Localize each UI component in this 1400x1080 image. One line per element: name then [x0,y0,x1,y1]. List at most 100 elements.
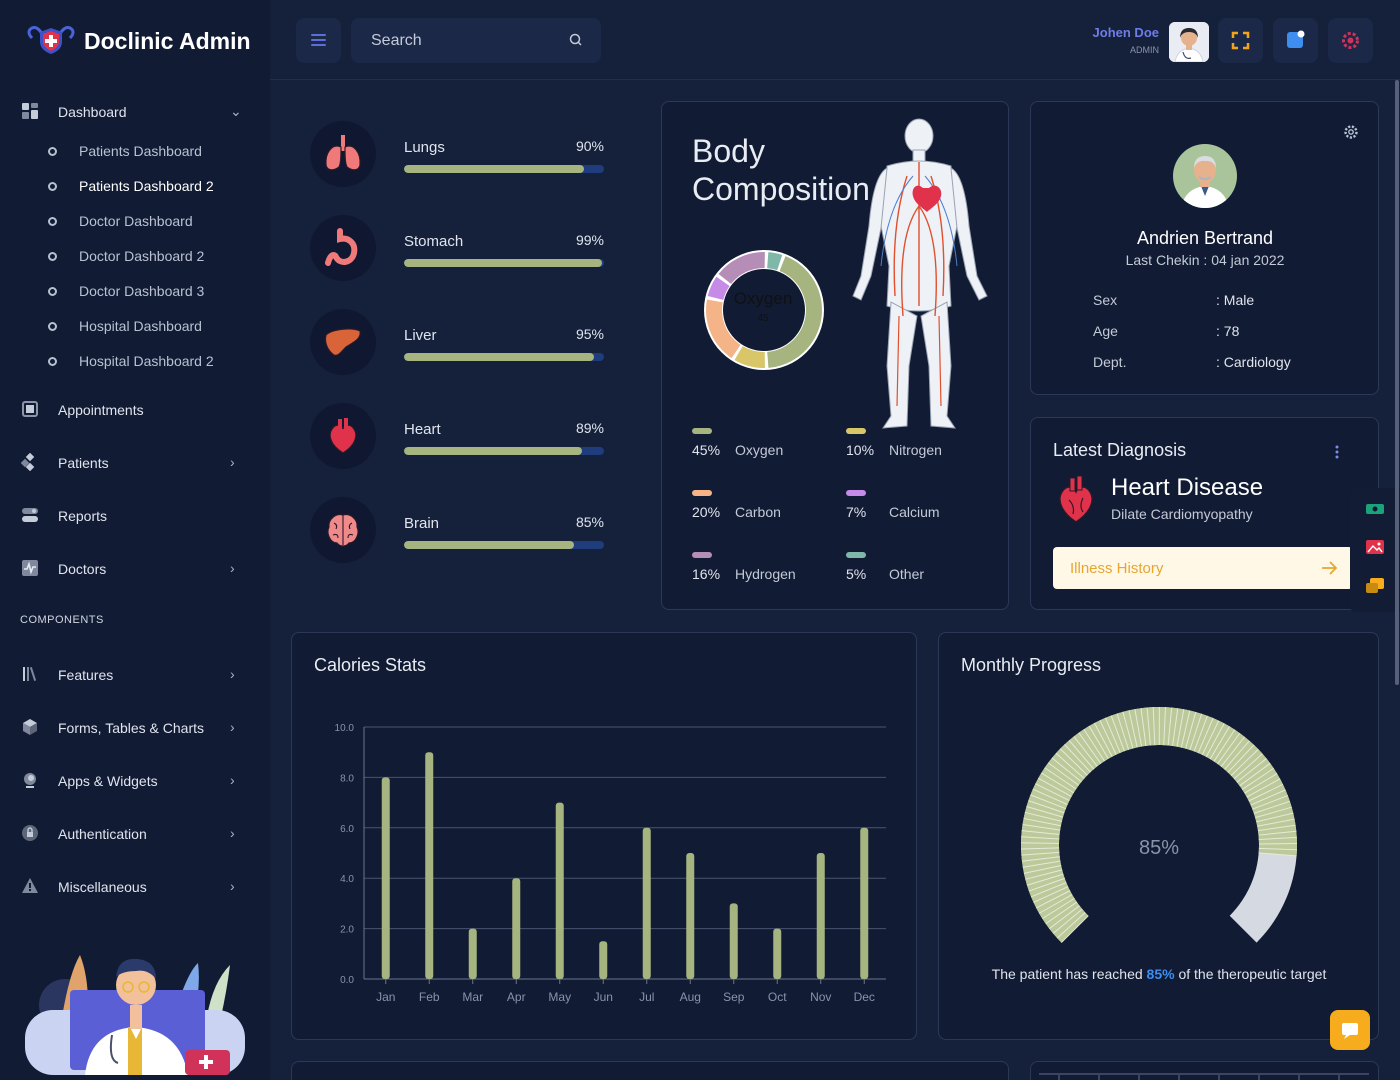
cash-icon[interactable] [1366,502,1384,516]
illness-history-label: Illness History [1070,560,1164,577]
chat-button[interactable] [1330,1010,1370,1050]
patients-icon [21,453,35,471]
chevron-down-icon: ⌄ [230,103,242,119]
sidebar-subitem-hospital-dashboard[interactable]: Hospital Dashboard [0,313,270,339]
sidebar-item-appointments[interactable]: Appointments [0,394,270,424]
sidebar-item-dashboard[interactable]: Dashboard ⌄ [0,96,270,126]
gauge-stripe [1163,707,1167,746]
sidebar-item-miscellaneous[interactable]: Miscellaneous › [0,871,270,901]
user-role: ADMIN [1130,45,1159,55]
legend-label: Nitrogen [889,442,942,458]
sidebar-item-doctors[interactable]: Doctors › [0,553,270,583]
organ-progress-track [404,353,604,361]
bullet-icon [48,287,57,296]
organ-name: Liver [404,327,437,344]
legend-label: Other [889,566,925,582]
gauge-stripe [1110,715,1125,752]
human-body-illustration [852,118,988,429]
bar-mar [468,928,477,979]
progress-note-prefix: The patient has reached [991,966,1143,982]
gauge-stripe [1068,739,1095,770]
more-vertical-icon[interactable] [1333,444,1341,460]
sidebar-subitem-patients-dashboard-2[interactable]: Patients Dashboard 2 [0,173,270,199]
sidebar-item-authentication[interactable]: Authentication › [0,818,270,848]
gauge-stripe [1257,818,1295,827]
chevron-right-icon: › [230,772,235,788]
sidebar-subitem-label: Doctor Dashboard 2 [79,248,205,264]
sidebar-subitem-doctor-dashboard[interactable]: Doctor Dashboard [0,208,270,234]
legend-label: Calcium [889,504,940,520]
search-input[interactable] [351,18,561,63]
progress-note-suffix: of the theropeutic target [1178,966,1327,982]
doctor-illustration [25,955,245,1075]
sidebar-item-features[interactable]: Features › [0,659,270,689]
sidebar-subitem-doctor-dashboard-3[interactable]: Doctor Dashboard 3 [0,278,270,304]
illness-history-button[interactable]: Illness History [1053,547,1353,589]
x-tick-label: Oct [768,990,787,1004]
gauge-stripe [1122,711,1134,749]
bullet-icon [48,182,57,191]
gauge-stripe [1048,905,1080,930]
user-name[interactable]: Johen Doe [1092,25,1159,40]
gauge-stripe [1038,894,1073,914]
bottom-card-right [1030,1061,1379,1080]
organ-item-brain: Brain 85% [310,497,610,577]
image-icon[interactable] [1366,540,1384,554]
sidebar-subitem-patients-dashboard[interactable]: Patients Dashboard [0,138,270,164]
gauge-stripe [1244,773,1278,794]
gauge-stripe [1023,817,1061,827]
organ-percent: 99% [575,232,604,248]
y-tick-label: 2.0 [340,925,354,936]
brand-title: Doclinic Admin [84,27,251,54]
menu-toggle-button[interactable] [296,18,341,63]
bar-jan [381,777,390,979]
sidebar-item-reports[interactable]: Reports [0,500,270,530]
gauge-stripe [1227,744,1255,773]
gauge-stripe [1230,748,1259,776]
legend-swatch [692,428,712,434]
fullscreen-button[interactable] [1218,18,1263,63]
page-scrollbar[interactable] [1395,80,1399,685]
sidebar-item-forms-tables-charts[interactable]: Forms, Tables & Charts › [0,712,270,742]
donut-slice-carbon [706,299,741,359]
gauge-stripe [1099,720,1117,755]
settings-button[interactable] [1328,18,1373,63]
donut-slice-other [767,252,783,271]
gauge-stripe [1201,720,1220,756]
search-icon[interactable] [568,32,584,48]
chevron-right-icon: › [230,878,235,894]
gauge-stripe [1116,713,1130,750]
gear-icon[interactable] [1343,124,1359,140]
diagnosis-disease: Heart Disease [1111,474,1264,501]
chat-icon[interactable] [1366,578,1384,594]
y-tick-label: 0.0 [340,975,354,986]
sidebar-item-apps-widgets[interactable]: Apps & Widgets › [0,765,270,795]
bullet-icon [48,252,57,261]
calories-bar-chart: 0.0 2.0 4.0 6.0 8.0 10.0 Jan Feb Mar Apr May Jun Jul… [335,723,886,1004]
gauge-stripe [1233,753,1263,780]
gauge-stripe [1128,710,1138,748]
bar-may [555,802,564,979]
y-tick-label: 8.0 [340,773,354,784]
user-avatar[interactable] [1169,22,1209,62]
x-tick-label: Dec [854,990,875,1004]
brand[interactable]: Doclinic Admin [26,26,251,56]
gauge-stripe [1209,726,1230,760]
sidebar-subitem-hospital-dashboard-2[interactable]: Hospital Dashboard 2 [0,348,270,374]
legend-item-calcium: 7% Calcium [846,490,986,530]
legend-item-carbon: 20% Carbon [692,490,832,530]
patient-field-label: Age [1093,323,1118,339]
gauge-stripe [1032,788,1068,806]
calendar-icon [22,401,38,417]
gauge-stripe [1038,777,1072,798]
x-tick-label: Sep [723,990,745,1004]
sidebar-subitem-doctor-dashboard-2[interactable]: Doctor Dashboard 2 [0,243,270,269]
monthly-progress-card: Monthly Progress 85% The patient has rea… [938,632,1379,1040]
gauge-stripe [1051,757,1082,783]
sidebar-item-patients[interactable]: Patients › [0,447,270,477]
patient-last-checkin: Last Chekin : 04 jan 2022 [1125,252,1285,268]
notifications-button[interactable] [1273,18,1318,63]
body-composition-title: Body Composition [692,133,870,207]
legend-item-hydrogen: 16% Hydrogen [692,552,832,592]
sidebar-item-label: Forms, Tables & Charts [58,720,205,736]
